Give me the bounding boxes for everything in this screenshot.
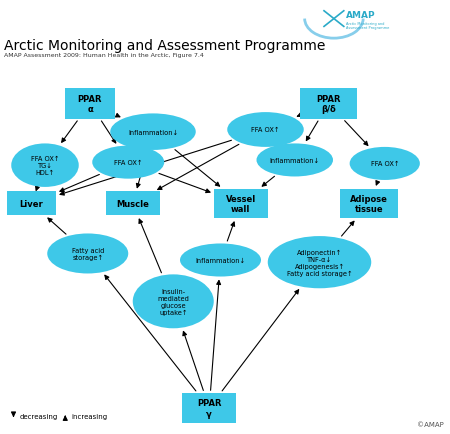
- Text: FFA OX↑: FFA OX↑: [251, 127, 280, 133]
- Text: PPAR
α: PPAR α: [78, 95, 102, 114]
- Ellipse shape: [227, 113, 304, 148]
- FancyBboxPatch shape: [182, 393, 236, 423]
- Text: Adipose
tissue: Adipose tissue: [350, 194, 388, 214]
- Ellipse shape: [47, 234, 128, 274]
- Text: Adiponectin↑
TNF-α↓
Adipogenesis↑
Fatty acid storage↑: Adiponectin↑ TNF-α↓ Adipogenesis↑ Fatty …: [287, 249, 352, 276]
- Text: Arctic Monitoring and Assessment Programme: Arctic Monitoring and Assessment Program…: [4, 39, 326, 53]
- Text: Insulin-
mediated
glucose
uptake↑: Insulin- mediated glucose uptake↑: [158, 288, 189, 315]
- Text: Fatty acid
storage↑: Fatty acid storage↑: [72, 247, 104, 260]
- Ellipse shape: [256, 144, 333, 177]
- Text: Inflammation↓: Inflammation↓: [128, 129, 178, 135]
- Text: ©AMAP: ©AMAP: [417, 421, 443, 427]
- Text: increasing: increasing: [72, 413, 108, 419]
- Text: FFA OX↑: FFA OX↑: [114, 160, 143, 166]
- Text: Muscle: Muscle: [116, 200, 149, 208]
- Ellipse shape: [110, 114, 196, 151]
- Text: FFA OX↑: FFA OX↑: [370, 161, 399, 167]
- Text: FFA OX↑
TG↓
HDL↑: FFA OX↑ TG↓ HDL↑: [31, 156, 59, 176]
- Ellipse shape: [268, 237, 371, 289]
- FancyBboxPatch shape: [65, 89, 115, 119]
- Text: PPAR
γ: PPAR γ: [197, 398, 221, 418]
- FancyBboxPatch shape: [301, 89, 356, 119]
- Text: AMAP Assessment 2009: Human Health in the Arctic, Figure 7.4: AMAP Assessment 2009: Human Health in th…: [4, 53, 204, 58]
- FancyBboxPatch shape: [214, 189, 268, 219]
- Ellipse shape: [92, 146, 164, 179]
- Text: AMAP: AMAP: [346, 11, 375, 20]
- FancyBboxPatch shape: [106, 192, 160, 216]
- Text: Arctic Monitoring and
Assessment Programme: Arctic Monitoring and Assessment Program…: [346, 22, 389, 30]
- Text: decreasing: decreasing: [20, 413, 58, 419]
- FancyBboxPatch shape: [340, 189, 398, 219]
- Text: PPAR
β/δ: PPAR β/δ: [316, 95, 341, 114]
- Text: Inflammation↓: Inflammation↓: [195, 257, 246, 263]
- Text: Vessel
wall: Vessel wall: [225, 194, 256, 214]
- Ellipse shape: [11, 144, 79, 187]
- Ellipse shape: [350, 148, 420, 181]
- Text: Liver: Liver: [20, 200, 43, 208]
- Text: Inflammation↓: Inflammation↓: [270, 158, 320, 164]
- FancyBboxPatch shape: [7, 192, 56, 216]
- Ellipse shape: [180, 244, 261, 277]
- Ellipse shape: [133, 275, 214, 329]
